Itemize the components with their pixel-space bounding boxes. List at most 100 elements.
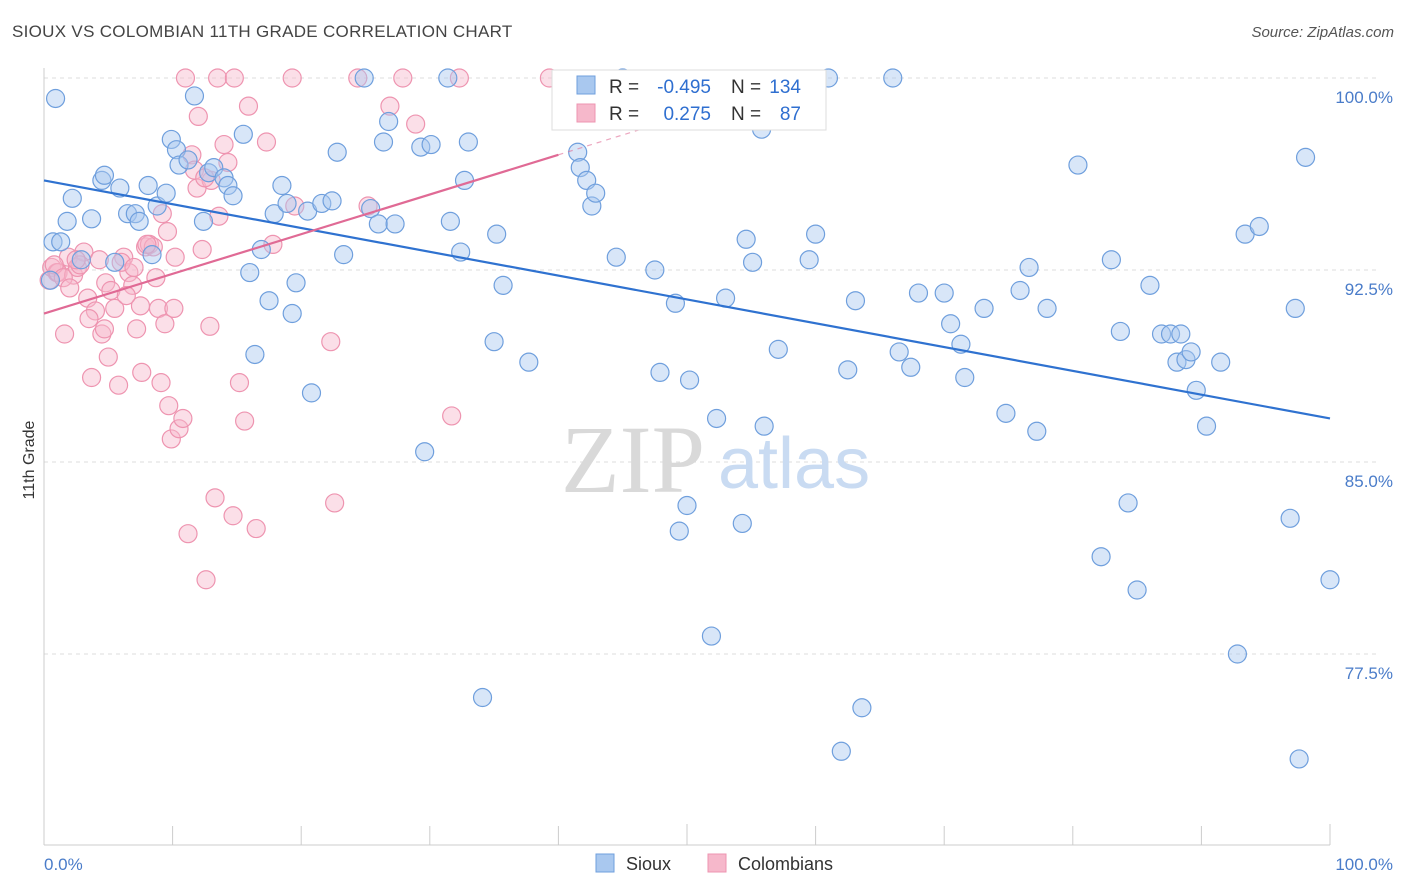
colombians-point	[224, 68, 244, 88]
colombians-point	[105, 298, 125, 318]
colombians-point	[137, 234, 157, 254]
sioux-point	[799, 250, 819, 270]
watermark-atlas: atlas	[718, 424, 870, 504]
colombians-point	[238, 96, 259, 116]
colombians-point	[124, 257, 144, 278]
y-tick-label: 92.5%	[1345, 280, 1393, 299]
sioux-point	[81, 209, 102, 229]
sioux-point	[334, 245, 354, 265]
sioux-point	[1171, 324, 1191, 344]
colombians-point	[406, 114, 426, 134]
sioux-point	[805, 224, 826, 244]
colombians-point	[214, 134, 234, 155]
series-legend: Sioux Colombians	[595, 853, 833, 874]
sioux-point	[934, 283, 954, 303]
sioux-point	[45, 88, 66, 109]
sioux-point	[51, 232, 71, 252]
sioux-trend-line	[43, 179, 1331, 420]
correlation-legend: R = -0.495 N = 134 R = 0.275 N = 87	[551, 69, 827, 131]
colombians-point	[325, 493, 345, 513]
sioux-point	[838, 360, 858, 380]
sioux-point	[889, 342, 909, 362]
sioux-point	[458, 132, 478, 152]
sioux-point	[193, 211, 214, 231]
sioux-point	[245, 344, 265, 365]
colombians-point	[126, 319, 147, 339]
sioux-point	[493, 275, 513, 295]
colombians-point	[223, 506, 243, 526]
sioux-point	[1068, 155, 1088, 175]
sioux-point	[1118, 493, 1138, 513]
sioux-point	[883, 68, 903, 88]
sioux-point	[736, 229, 756, 249]
colombians-point	[151, 373, 171, 393]
colombians-point	[85, 301, 106, 321]
colombians-point	[184, 160, 205, 180]
sioux-point	[379, 111, 399, 132]
sioux-point	[1295, 147, 1316, 167]
sioux-point	[1320, 570, 1340, 590]
colombians-point	[157, 222, 178, 242]
colombians-point	[192, 239, 212, 260]
colombians-point	[235, 411, 255, 431]
sioux-point	[178, 150, 198, 170]
colombians-point	[116, 286, 136, 306]
sioux-point	[286, 273, 306, 293]
x-tick-label-max: 100.0%	[1335, 855, 1393, 874]
sioux-point	[368, 214, 388, 234]
colombians-point	[321, 332, 341, 352]
colombians-point	[449, 68, 469, 88]
sioux-point	[974, 298, 994, 318]
colombians-point	[54, 324, 75, 344]
y-tick-label: 85.0%	[1345, 472, 1393, 491]
colombians-point	[155, 314, 175, 334]
colombians-point	[92, 324, 112, 344]
colombians-point	[66, 250, 86, 270]
sioux-point	[706, 408, 727, 429]
colombians-point	[114, 247, 134, 267]
sioux-point	[1285, 298, 1305, 318]
sioux-point	[677, 495, 697, 516]
colombians-point	[175, 68, 196, 88]
bottom-legend-label-colombians: Colombians	[738, 854, 833, 874]
sioux-point	[1101, 250, 1121, 270]
colombians-trend-line	[43, 153, 559, 315]
legend-r-label-sioux: R =	[609, 77, 639, 98]
colombians-point	[94, 319, 115, 339]
colombians-point	[188, 106, 208, 127]
colombians-point	[108, 375, 129, 395]
sioux-point	[218, 175, 238, 196]
sioux-point	[105, 252, 125, 272]
colombians-point	[229, 373, 250, 393]
sioux-point	[327, 142, 347, 162]
sioux-point	[1110, 321, 1130, 342]
colombians-point	[161, 429, 181, 449]
legend-n-value-sioux: 134	[769, 77, 801, 98]
sioux-point	[1140, 275, 1160, 295]
sioux-points	[40, 68, 1340, 769]
colombians-point	[196, 570, 216, 590]
sioux-point	[94, 165, 115, 185]
sioux-point	[1091, 547, 1111, 567]
bottom-legend-swatch-sioux	[595, 853, 615, 873]
chart-source: Source: ZipAtlas.com	[1251, 24, 1394, 41]
bottom-legend-swatch-colombians	[707, 853, 727, 873]
colombians-point	[119, 262, 139, 283]
sioux-point	[1010, 280, 1030, 301]
colombians-point	[81, 367, 102, 388]
sioux-point	[169, 155, 189, 175]
colombians-point	[164, 298, 184, 318]
legend-n-value-colombians: 87	[780, 104, 801, 125]
chart-title: SIOUX VS COLOMBIAN 11TH GRADE CORRELATIO…	[12, 22, 513, 41]
sioux-point	[701, 626, 722, 646]
colombians-point	[282, 68, 302, 88]
colombians-point	[380, 96, 400, 116]
sioux-point	[1019, 257, 1039, 278]
colombians-point	[208, 68, 228, 88]
sioux-point	[1160, 324, 1181, 344]
sioux-point	[92, 170, 112, 190]
colombians-point	[348, 68, 368, 88]
sioux-point	[129, 211, 149, 231]
sioux-point	[282, 303, 302, 324]
sioux-point	[322, 191, 342, 211]
